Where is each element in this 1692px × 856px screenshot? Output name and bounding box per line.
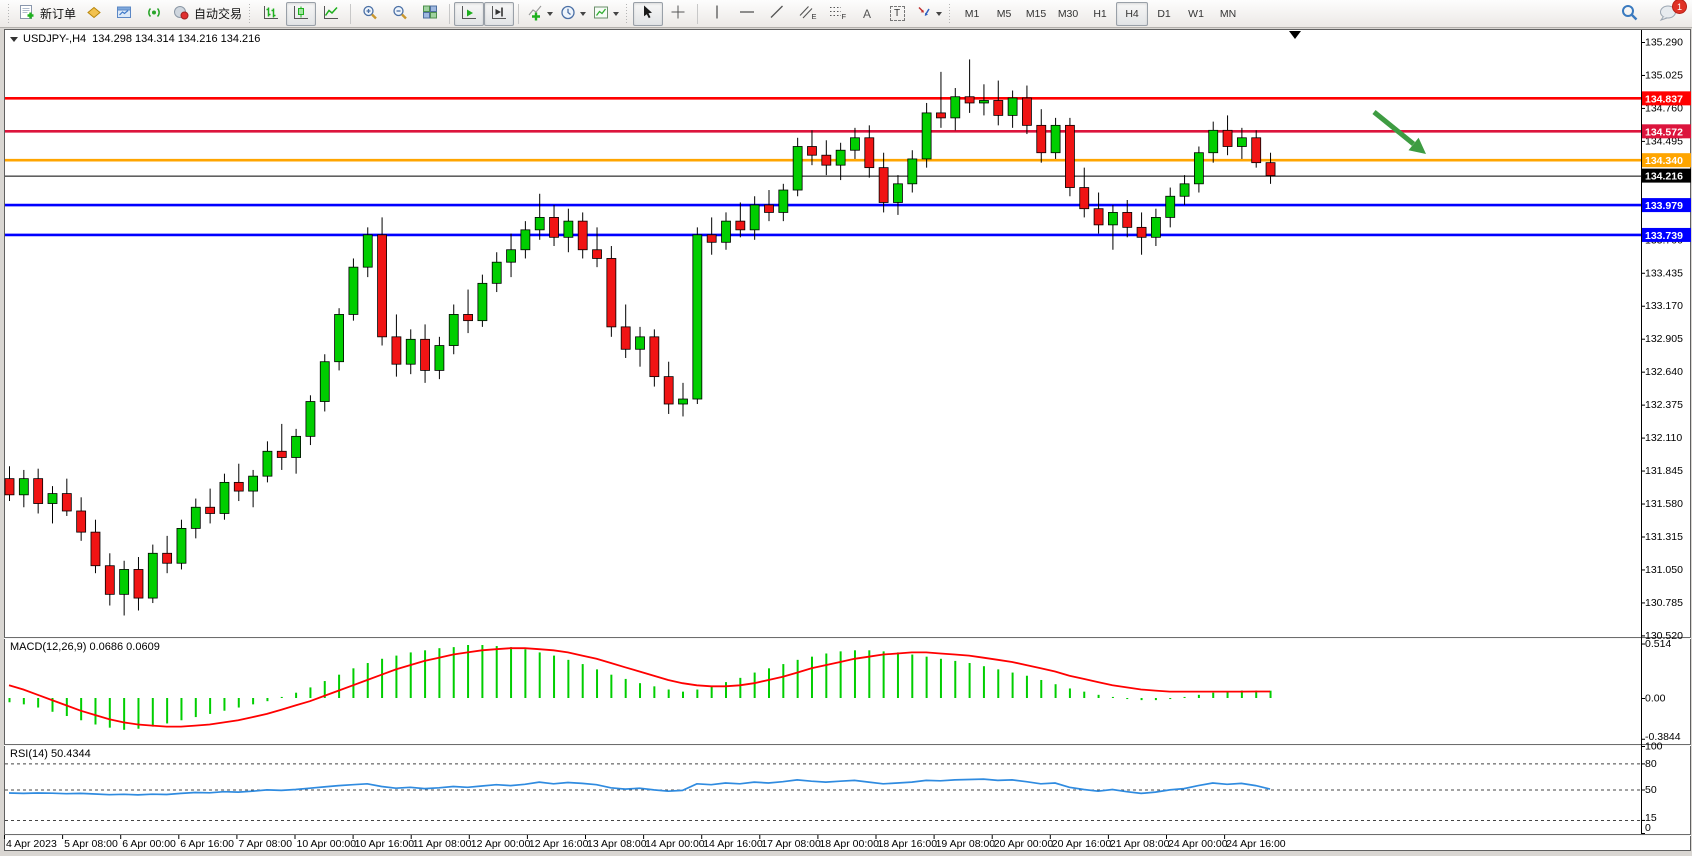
toolbar-grip[interactable] (247, 3, 253, 24)
macd-label: MACD(12,26,9) 0.0686 0.0609 (10, 641, 160, 653)
crosshair-button[interactable] (663, 2, 693, 26)
symbol-collapse-icon[interactable] (10, 37, 18, 42)
charts-folder-button[interactable] (79, 2, 109, 26)
macd-values: 0.0686 0.0609 (89, 641, 160, 653)
indicators-button[interactable] (523, 2, 556, 26)
timeframe-m5[interactable]: M5 (996, 7, 1012, 20)
text-label-button[interactable]: T (882, 2, 912, 26)
dropdown-caret-icon (547, 11, 554, 16)
periods-button[interactable] (556, 2, 589, 26)
trendline-icon (769, 4, 785, 23)
timeframe-m15[interactable]: M15 (1025, 7, 1047, 20)
chart-window[interactable] (4, 29, 1691, 851)
window-bottom-edge (0, 851, 1692, 856)
horizontal-line-button[interactable] (732, 2, 762, 26)
timeframe-d1[interactable]: D1 (1157, 7, 1171, 20)
new-order-label: 新订单 (40, 7, 77, 21)
toolbar-separator (350, 3, 352, 24)
rsi-value: 50.4344 (50, 748, 91, 760)
new-order-icon (18, 4, 36, 24)
toolbar-separator (518, 3, 520, 24)
notification-badge: 1 (1672, 0, 1687, 14)
bar-chart-icon (261, 4, 281, 24)
search-icon (1620, 3, 1639, 25)
svg-text:F: F (841, 12, 846, 20)
autotrading-icon (172, 4, 190, 24)
chart-shift-button[interactable] (484, 1, 515, 26)
notifications-button[interactable]: 1 (1654, 0, 1687, 26)
cursor-icon (640, 4, 656, 23)
vertical-line-button[interactable] (702, 2, 732, 26)
zoom-out-icon (391, 4, 409, 24)
cursor-button[interactable] (633, 1, 664, 26)
search-button[interactable] (1614, 2, 1644, 26)
signals-button[interactable] (139, 2, 169, 26)
chart-shift-icon (489, 4, 509, 24)
zoom-out-button[interactable] (385, 2, 415, 26)
candlestick-chart-icon (291, 4, 311, 24)
zoom-in-icon (361, 4, 379, 24)
timeframe-h1[interactable]: H1 (1093, 7, 1107, 20)
chart-ohlc-values: 134.298 134.314 134.216 134.216 (92, 33, 261, 45)
auto-scroll-icon (459, 4, 479, 24)
text-label-icon: T (889, 6, 905, 21)
clock-icon (559, 4, 577, 24)
new-order-button[interactable]: 新订单 (15, 2, 79, 26)
trendline-button[interactable] (762, 2, 792, 26)
template-icon (592, 4, 610, 24)
rsi-name: RSI(14) (10, 748, 48, 760)
arrows-icon (915, 4, 933, 23)
toolbar-grip[interactable] (947, 3, 953, 24)
gold-box-icon (85, 4, 103, 24)
terminal-window-icon (115, 4, 133, 24)
zoom-in-button[interactable] (355, 2, 385, 26)
vertical-line-icon (710, 4, 724, 23)
rsi-label: RSI(14) 50.4344 (10, 748, 91, 760)
toolbar-separator (449, 3, 451, 24)
timeframe-group: M1 M5 M15 M30 H1 H4 D1 W1 MN (956, 1, 1244, 26)
indicators-icon (526, 4, 544, 24)
svg-text:E: E (811, 12, 816, 20)
chat-bubble-icon (1658, 3, 1680, 25)
candlestick-chart-button[interactable] (286, 1, 317, 26)
crosshair-icon (670, 4, 686, 23)
tile-windows-button[interactable] (415, 2, 445, 26)
toolbar-grip[interactable] (624, 3, 630, 24)
line-chart-icon (321, 4, 341, 24)
autotrading-label: 自动交易 (194, 7, 243, 21)
macd-name: MACD(12,26,9) (10, 641, 87, 653)
text-button[interactable]: A (852, 2, 882, 26)
timeframe-m30[interactable]: M30 (1057, 7, 1079, 20)
line-chart-button[interactable] (316, 2, 346, 26)
terminal-window-button[interactable] (109, 2, 139, 26)
chart-header: USDJPY-,H4 134.298 134.314 134.216 134.21… (10, 33, 260, 45)
fibonacci-icon: F (828, 4, 847, 23)
bar-chart-button[interactable] (256, 2, 286, 26)
dropdown-caret-icon (580, 11, 587, 16)
timeframe-h4[interactable]: H4 (1116, 1, 1149, 26)
equidistant-channel-button[interactable]: E (792, 2, 822, 26)
equidistant-channel-icon: E (798, 4, 817, 23)
text-tool-icon: A (863, 6, 872, 21)
dropdown-caret-icon (936, 11, 943, 16)
auto-scroll-button[interactable] (454, 1, 485, 26)
timeframe-w1[interactable]: W1 (1188, 7, 1204, 20)
autotrading-button[interactable]: 自动交易 (169, 2, 245, 26)
toolbar-separator (697, 3, 699, 24)
fibonacci-button[interactable]: F (822, 2, 852, 26)
signal-icon (145, 4, 163, 24)
toolbar-grip[interactable] (6, 3, 11, 24)
tile-windows-icon (421, 4, 439, 24)
horizontal-line-icon (738, 4, 756, 23)
arrows-button[interactable] (912, 2, 945, 26)
dropdown-caret-icon (613, 11, 620, 16)
main-toolbar: 新订单 自动交易 (0, 0, 1692, 28)
timeframe-m1[interactable]: M1 (964, 7, 980, 20)
timeframe-mn[interactable]: MN (1219, 7, 1237, 20)
chart-symbol-period: USDJPY-,H4 (23, 33, 87, 45)
templates-button[interactable] (589, 2, 622, 26)
